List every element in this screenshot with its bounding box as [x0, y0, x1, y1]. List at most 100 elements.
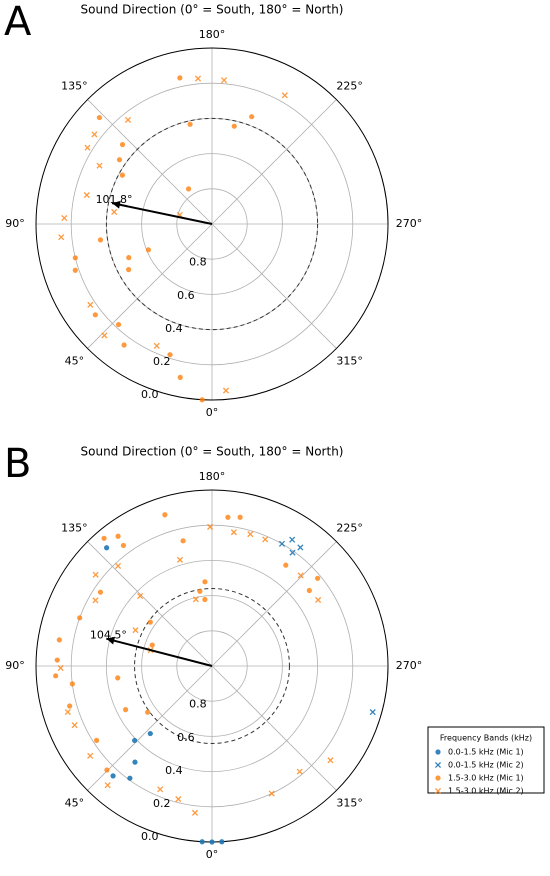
marker-x: [262, 536, 269, 543]
marker-dot: [119, 141, 126, 148]
arrow-label: 101.8°: [96, 193, 133, 206]
marker-x: [296, 768, 303, 775]
marker-dot: [219, 839, 225, 845]
marker-dot: [101, 535, 107, 541]
grid-spoke: [211, 223, 337, 349]
marker-dot: [145, 247, 152, 253]
marker-dot: [77, 615, 83, 621]
angle-tick-label: 180°: [199, 28, 226, 41]
marker-dot: [94, 737, 100, 743]
marker-x: [278, 540, 286, 547]
marker-x: [289, 536, 296, 543]
polar-frame: [35, 47, 389, 401]
marker-dot: [96, 114, 103, 121]
arrow-head: [106, 636, 116, 645]
legend-label: 0.0-1.5 kHz (Mic 2): [448, 761, 524, 770]
marker-x: [124, 116, 132, 123]
marker-x: [114, 562, 122, 569]
marker-x: [58, 234, 65, 241]
panel-label: A: [4, 0, 32, 45]
marker-dot: [237, 514, 243, 520]
grid-spoke: [211, 665, 337, 791]
marker-dot: [167, 352, 173, 358]
marker-x: [192, 596, 199, 603]
grid-spoke: [87, 541, 213, 667]
angle-tick-label: 225°: [336, 79, 363, 92]
marker-dot: [197, 588, 203, 594]
marker-x: [315, 596, 322, 604]
marker-dot: [119, 172, 125, 178]
marker-x: [92, 597, 99, 604]
marker-dot: [69, 681, 75, 687]
radial-tick-label: 0.6: [177, 289, 195, 302]
marker-dot: [162, 512, 168, 518]
chart-title: Sound Direction (0° = South, 180° = Nort…: [81, 445, 344, 459]
direction-arrow: [111, 202, 213, 225]
radial-tick-label: 0.0: [141, 388, 159, 401]
marker-dot: [115, 533, 121, 539]
radial-tick-label: 0.4: [165, 764, 183, 777]
marker-x: [64, 708, 71, 716]
marker-x: [137, 593, 144, 600]
angle-tick-label: 180°: [199, 470, 226, 483]
radial-tick-label: 0.8: [189, 698, 207, 711]
marker-dot: [122, 707, 129, 713]
marker-dot: [115, 675, 121, 681]
marker-x: [297, 544, 304, 551]
marker-dot: [92, 312, 98, 318]
marker-x: [327, 757, 334, 764]
marker-x: [91, 131, 98, 138]
marker-x: [57, 665, 64, 672]
marker-dot: [149, 642, 155, 648]
marker-dot: [120, 542, 127, 549]
marker-x: [132, 627, 139, 634]
radial-tick-label: 0.6: [177, 731, 195, 744]
marker-x: [87, 301, 94, 308]
marker-x: [92, 571, 99, 578]
marker-x: [206, 523, 214, 531]
marker-dot: [56, 637, 62, 643]
marker-x: [222, 387, 230, 394]
grid-spoke: [87, 99, 213, 225]
marker-x: [83, 192, 90, 199]
marker-dot: [97, 589, 104, 595]
marker-dot: [116, 157, 123, 163]
marker-x: [289, 549, 296, 556]
marker-dot: [67, 703, 73, 709]
arrow-label: 104.5°: [90, 629, 127, 642]
marker-dot: [225, 514, 231, 520]
marker-dot: [283, 562, 289, 568]
marker-x: [281, 92, 288, 99]
grid-spoke: [87, 223, 213, 349]
angle-tick-label: 90°: [5, 659, 25, 672]
marker-dot: [72, 267, 78, 273]
marker-dot: [53, 673, 59, 679]
chart-title: Sound Direction (0° = South, 180° = Nort…: [81, 3, 344, 17]
marker-dot: [110, 773, 116, 779]
marker-dot: [104, 545, 110, 551]
marker-dot: [147, 730, 153, 737]
marker-x: [230, 529, 237, 536]
angle-tick-label: 225°: [336, 521, 363, 534]
grid-spoke: [211, 541, 337, 667]
marker-x: [157, 786, 164, 793]
marker-dot: [147, 619, 153, 625]
marker-dot: [132, 759, 138, 765]
radial-tick-label: 0.0: [141, 830, 159, 843]
radial-tick-label: 0.8: [189, 256, 207, 269]
marker-dot: [187, 121, 193, 127]
marker-x: [194, 75, 202, 82]
marker-dot: [97, 237, 104, 243]
marker-dot: [54, 657, 60, 663]
radial-tick-label: 0.4: [165, 322, 183, 335]
marker-dot: [132, 737, 138, 744]
marker-dot: [104, 767, 110, 773]
angle-tick-label: 135°: [61, 79, 88, 92]
radial-tick-label: 0.2: [153, 355, 171, 368]
dashed-circle: [134, 588, 290, 744]
marker-dot: [185, 186, 192, 192]
marker-x: [191, 809, 199, 816]
marker-x: [434, 761, 442, 769]
radial-tick-label: 0.2: [153, 797, 171, 810]
